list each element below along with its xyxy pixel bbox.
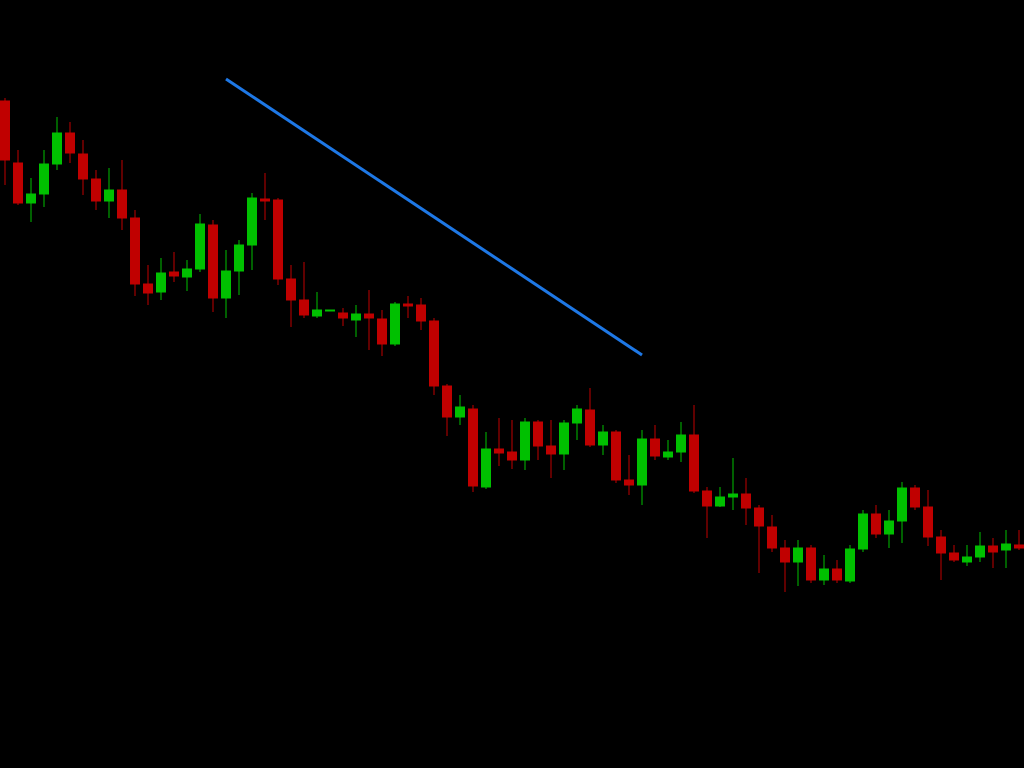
candle-body bbox=[429, 320, 439, 387]
candle-body bbox=[234, 244, 244, 272]
candle-body bbox=[949, 552, 959, 561]
candle-body bbox=[793, 547, 803, 563]
candle-body bbox=[416, 304, 426, 322]
candle-body bbox=[247, 197, 257, 246]
candle-body bbox=[468, 408, 478, 487]
candle-body bbox=[715, 496, 725, 507]
candle-body bbox=[156, 272, 166, 293]
candle-body bbox=[637, 438, 647, 486]
candle-body bbox=[312, 309, 322, 317]
candle-body bbox=[65, 132, 75, 154]
trendline bbox=[225, 77, 643, 357]
candle-body bbox=[858, 513, 868, 550]
candle-body bbox=[195, 223, 205, 270]
candle-body bbox=[52, 132, 62, 165]
candle-body bbox=[559, 422, 569, 455]
candle-body bbox=[169, 271, 179, 277]
candle-body bbox=[364, 313, 374, 319]
candle-body bbox=[910, 487, 920, 508]
candle-body bbox=[91, 178, 101, 202]
candle-body bbox=[221, 270, 231, 299]
candle-body bbox=[325, 309, 335, 312]
candle-body bbox=[624, 479, 634, 486]
candle-body bbox=[273, 199, 283, 280]
candle-body bbox=[299, 299, 309, 316]
candle-body bbox=[832, 568, 842, 581]
candle-body bbox=[403, 303, 413, 307]
candle-body bbox=[520, 421, 530, 461]
candle-body bbox=[546, 445, 556, 455]
candle-body bbox=[676, 434, 686, 453]
candle-body bbox=[338, 312, 348, 319]
candle-body bbox=[871, 513, 881, 535]
candle-body bbox=[572, 408, 582, 424]
candle-body bbox=[182, 268, 192, 278]
candle-body bbox=[1014, 544, 1024, 549]
candle-body bbox=[702, 490, 712, 507]
candle-body bbox=[897, 487, 907, 522]
candle-body bbox=[104, 189, 114, 202]
candle-body bbox=[884, 520, 894, 535]
candle-body bbox=[767, 526, 777, 549]
candle-body bbox=[741, 493, 751, 509]
candle-body bbox=[806, 547, 816, 581]
candle-body bbox=[143, 283, 153, 294]
candle-body bbox=[962, 556, 972, 563]
candle-body bbox=[130, 217, 140, 285]
candle-body bbox=[819, 568, 829, 581]
candle-body bbox=[650, 438, 660, 457]
candle-body bbox=[26, 193, 36, 204]
candle-body bbox=[728, 493, 738, 498]
candle-body bbox=[598, 431, 608, 446]
candle-body bbox=[975, 545, 985, 558]
candle-body bbox=[13, 162, 23, 204]
candle-body bbox=[78, 153, 88, 180]
candle-body bbox=[611, 431, 621, 481]
candle-body bbox=[494, 448, 504, 454]
candle-body bbox=[377, 318, 387, 345]
candle-body bbox=[923, 506, 933, 538]
candle-body bbox=[0, 100, 10, 161]
candle-body bbox=[208, 224, 218, 299]
candle-body bbox=[260, 198, 270, 202]
candle-body bbox=[533, 421, 543, 447]
candle-body bbox=[351, 313, 361, 321]
candle-body bbox=[1001, 543, 1011, 551]
candle-body bbox=[663, 451, 673, 458]
candle-body bbox=[754, 507, 764, 527]
candle-body bbox=[455, 406, 465, 418]
candle-body bbox=[845, 548, 855, 582]
candle-body bbox=[442, 385, 452, 418]
candle-body bbox=[39, 163, 49, 195]
candle-body bbox=[481, 448, 491, 488]
candle-body bbox=[507, 451, 517, 461]
candle-body bbox=[689, 434, 699, 492]
candle-body bbox=[390, 303, 400, 345]
candle-body bbox=[936, 536, 946, 554]
candle-body bbox=[117, 189, 127, 219]
candle-body bbox=[780, 547, 790, 563]
candle-body bbox=[286, 278, 296, 301]
candle-body bbox=[988, 545, 998, 553]
candle-body bbox=[585, 409, 595, 446]
